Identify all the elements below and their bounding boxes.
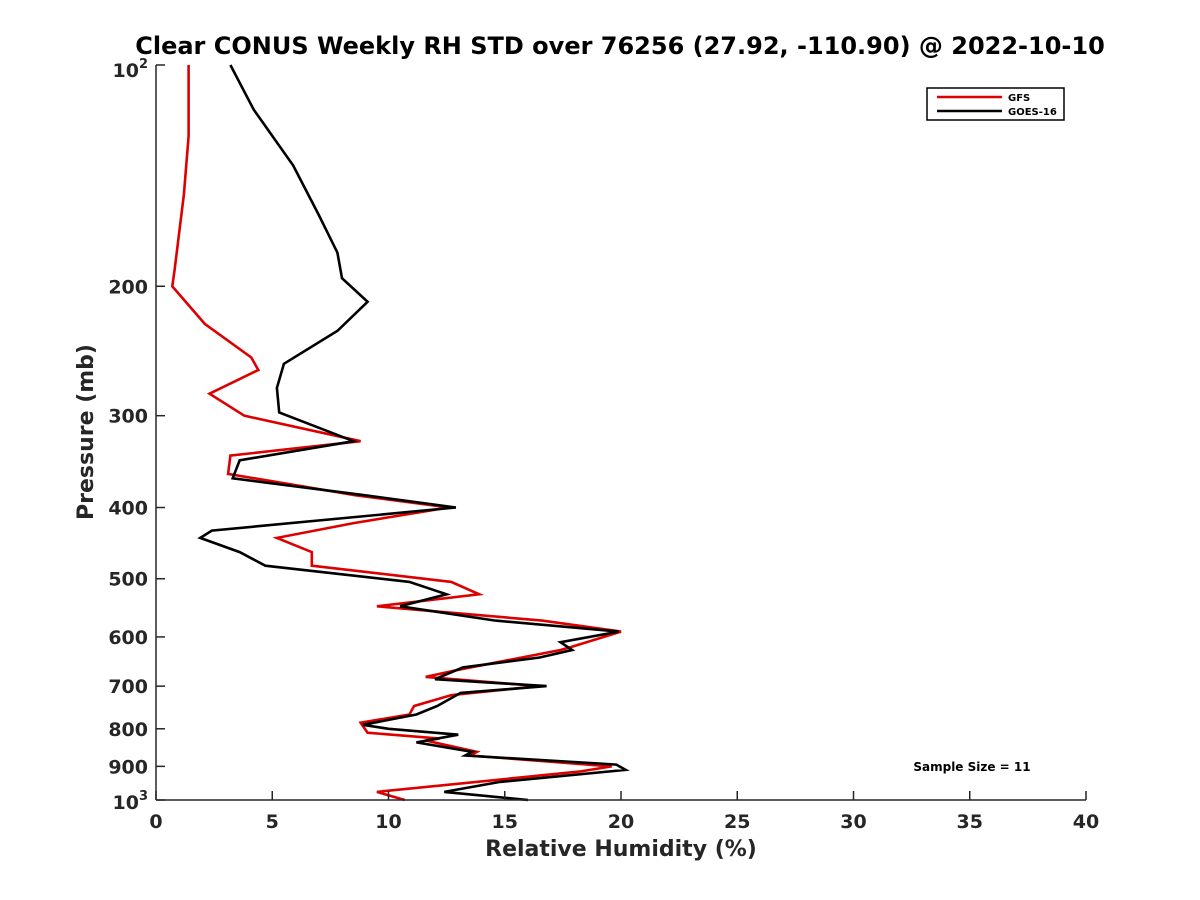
x-tick-label-30: 30 [840, 811, 866, 833]
y-tick-label-900: 900 [108, 756, 148, 778]
y-tick-label-300: 300 [108, 406, 148, 428]
y-tick-top-exp: 2 [139, 57, 148, 72]
y-tick-label-400: 400 [108, 498, 148, 520]
y-axis-label: Pressure (mb) [74, 344, 99, 520]
x-tick-label-25: 25 [724, 811, 750, 833]
y-tick-top-base: 10 [113, 60, 139, 82]
sample-size-annotation: Sample Size = 11 [913, 760, 1030, 774]
y-tick-label-800: 800 [108, 719, 148, 741]
y-tick-label-600: 600 [108, 627, 148, 649]
legend-box [926, 87, 1065, 121]
series-line-goes16 [197, 64, 630, 802]
x-ticks: 0 5 10 15 20 25 30 35 40 [149, 791, 1099, 833]
x-tick-label-40: 40 [1073, 811, 1099, 833]
plot-area: 0 5 10 15 20 25 30 35 40 200 300 400 500 600 700 800 90… [108, 64, 1099, 833]
x-axis-label: Relative Humidity (%) [485, 837, 757, 862]
chart-title: Clear CONUS Weekly RH STD over 76256 (27… [135, 32, 1105, 60]
x-tick-label-15: 15 [492, 811, 518, 833]
y-tick-label-top: 102 [113, 57, 149, 82]
legend-label-gfs: GFS [1008, 93, 1030, 104]
y-ticks: 200 300 400 500 600 700 800 900 [108, 64, 165, 801]
y-tick-label-500: 500 [108, 569, 148, 591]
x-tick-label-10: 10 [375, 811, 401, 833]
x-tick-label-35: 35 [957, 811, 983, 833]
x-tick-label-0: 0 [149, 811, 162, 833]
y-tick-label-200: 200 [108, 276, 148, 298]
series-layer [170, 64, 630, 802]
y-tick-bottom-base: 10 [113, 792, 139, 814]
x-tick-label-20: 20 [608, 811, 634, 833]
x-tick-label-5: 5 [266, 811, 279, 833]
legend: GFS GOES-16 [926, 87, 1065, 121]
legend-label-goes16: GOES-16 [1008, 107, 1057, 118]
y-tick-label-700: 700 [108, 676, 148, 698]
y-tick-label-bottom: 103 [113, 789, 149, 814]
y-tick-bottom-exp: 3 [139, 789, 148, 804]
plot-background [156, 65, 1086, 800]
